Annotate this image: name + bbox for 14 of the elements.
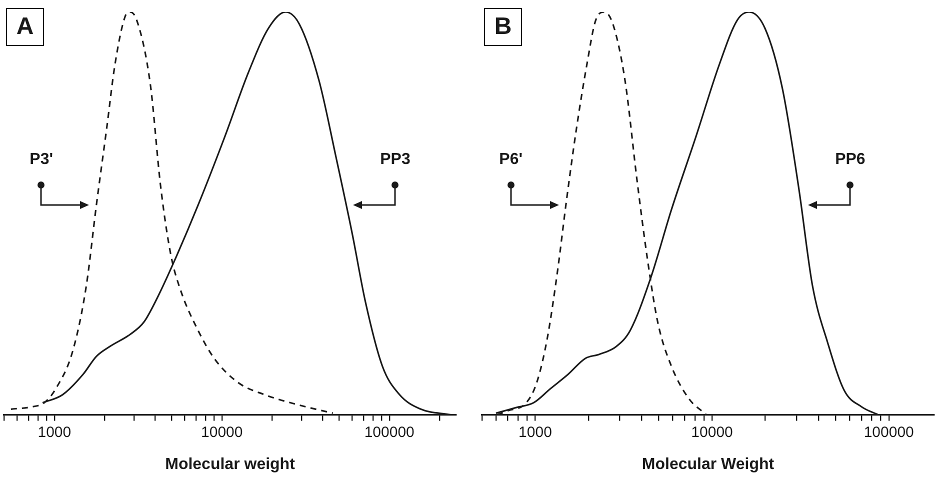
text: PP3 <box>379 151 412 170</box>
chart-title: B <box>484 8 522 46</box>
x-axis-title: Molecular Weight <box>642 456 775 473</box>
x-tick-label: 10000 <box>691 424 733 441</box>
x-tick-label: 1000 <box>38 424 72 441</box>
text: P3' <box>28 151 54 170</box>
text: PP6 <box>834 151 866 170</box>
text: P6' <box>498 151 524 170</box>
x-tick-label: 100000 <box>364 424 414 441</box>
chart-title: A <box>6 8 44 46</box>
x-axis-title: Molecular weight <box>165 456 296 473</box>
x-tick-label: 10000 <box>201 424 243 441</box>
x-tick-label: 1000 <box>518 424 552 441</box>
x-tick-label: 100000 <box>864 424 914 441</box>
